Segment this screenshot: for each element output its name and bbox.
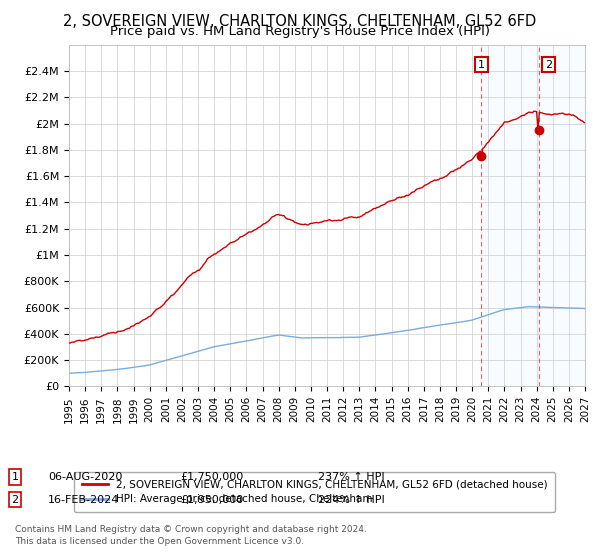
Text: 1: 1 [478,59,485,69]
Text: 2, SOVEREIGN VIEW, CHARLTON KINGS, CHELTENHAM, GL52 6FD: 2, SOVEREIGN VIEW, CHARLTON KINGS, CHELT… [64,14,536,29]
Text: 16-FEB-2024: 16-FEB-2024 [48,494,119,505]
Text: 237% ↑ HPI: 237% ↑ HPI [318,472,385,482]
Text: 2: 2 [11,494,19,505]
Text: 2: 2 [545,59,552,69]
Text: £1,750,000: £1,750,000 [180,472,243,482]
Text: Price paid vs. HM Land Registry's House Price Index (HPI): Price paid vs. HM Land Registry's House … [110,25,490,38]
Text: £1,950,000: £1,950,000 [180,494,243,505]
Text: 224% ↑ HPI: 224% ↑ HPI [318,494,385,505]
Bar [481,45,585,386]
Text: 1: 1 [11,472,19,482]
Bar [539,45,585,386]
Text: 06-AUG-2020: 06-AUG-2020 [48,472,122,482]
Legend: 2, SOVEREIGN VIEW, CHARLTON KINGS, CHELTENHAM, GL52 6FD (detached house), HPI: A: 2, SOVEREIGN VIEW, CHARLTON KINGS, CHELT… [74,472,555,512]
Text: Contains HM Land Registry data © Crown copyright and database right 2024.
This d: Contains HM Land Registry data © Crown c… [15,525,367,546]
